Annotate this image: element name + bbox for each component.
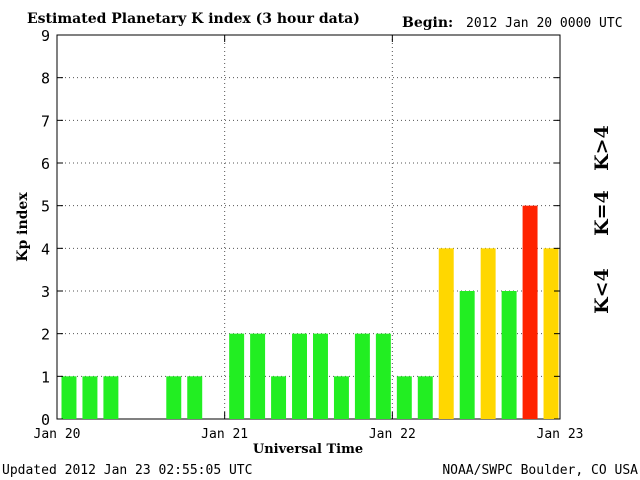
legend-above-4: K>4 xyxy=(591,125,613,171)
kp-bar xyxy=(333,376,349,419)
legend-below-4: K<4 xyxy=(591,268,613,314)
x-tick-label: Jan 22 xyxy=(369,427,416,442)
kp-bar xyxy=(103,376,119,419)
kp-bar xyxy=(396,376,412,419)
kp-bar xyxy=(250,333,266,419)
grid-lines xyxy=(57,35,560,419)
kp-bar xyxy=(187,376,203,419)
x-tick-label: Jan 23 xyxy=(537,427,584,442)
y-tick-label: 7 xyxy=(41,112,50,130)
kp-bar xyxy=(354,333,370,419)
x-tick-label: Jan 21 xyxy=(201,427,248,442)
x-axis: Jan 20 Jan 21 Jan 22 Jan 23 xyxy=(34,35,584,442)
chart-title: Estimated Planetary K index (3 hour data… xyxy=(27,11,360,27)
bar-series xyxy=(61,205,559,419)
kp-bar xyxy=(292,333,307,419)
y-tick-label: 5 xyxy=(41,198,50,216)
y-tick-label: 3 xyxy=(41,283,50,301)
kp-bar xyxy=(82,376,98,419)
kp-bar xyxy=(501,291,517,419)
y-axis-title: Kp index xyxy=(15,192,31,262)
y-axis: 0 1 2 3 4 5 6 7 8 9 xyxy=(41,27,560,429)
kp-bar xyxy=(480,248,496,419)
begin-label: Begin: xyxy=(402,15,453,31)
y-tick-label: 6 xyxy=(41,155,50,173)
kp-bar xyxy=(522,205,538,419)
begin-value: 2012 Jan 20 0000 UTC xyxy=(466,16,623,31)
kp-bar xyxy=(375,333,391,419)
y-tick-label: 4 xyxy=(41,240,50,258)
legend-equal-4: K=4 xyxy=(591,190,613,236)
y-tick-label: 1 xyxy=(41,368,50,386)
kp-bar xyxy=(271,376,287,419)
x-axis-title: Universal Time xyxy=(253,442,363,457)
plot-frame xyxy=(56,34,561,420)
kp-bar xyxy=(229,333,245,419)
kp-bar xyxy=(459,291,475,419)
credit-line: NOAA/SWPC Boulder, CO USA xyxy=(442,463,638,478)
kp-bar xyxy=(313,333,328,419)
y-tick-label: 2 xyxy=(41,326,50,344)
y-tick-label: 9 xyxy=(41,27,50,45)
y-tick-label: 0 xyxy=(41,411,50,429)
updated-timestamp: Updated 2012 Jan 23 02:55:05 UTC xyxy=(2,463,252,478)
kp-bar xyxy=(438,248,454,419)
kp-bar xyxy=(61,376,77,419)
x-tick-label: Jan 20 xyxy=(34,427,81,442)
kp-bar xyxy=(166,376,182,419)
kp-bar xyxy=(417,376,433,419)
y-tick-label: 8 xyxy=(41,70,50,88)
